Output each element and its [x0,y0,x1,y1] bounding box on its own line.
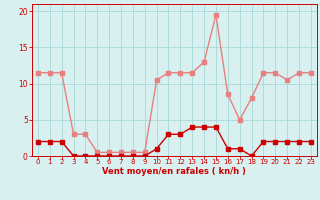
X-axis label: Vent moyen/en rafales ( kn/h ): Vent moyen/en rafales ( kn/h ) [102,167,246,176]
